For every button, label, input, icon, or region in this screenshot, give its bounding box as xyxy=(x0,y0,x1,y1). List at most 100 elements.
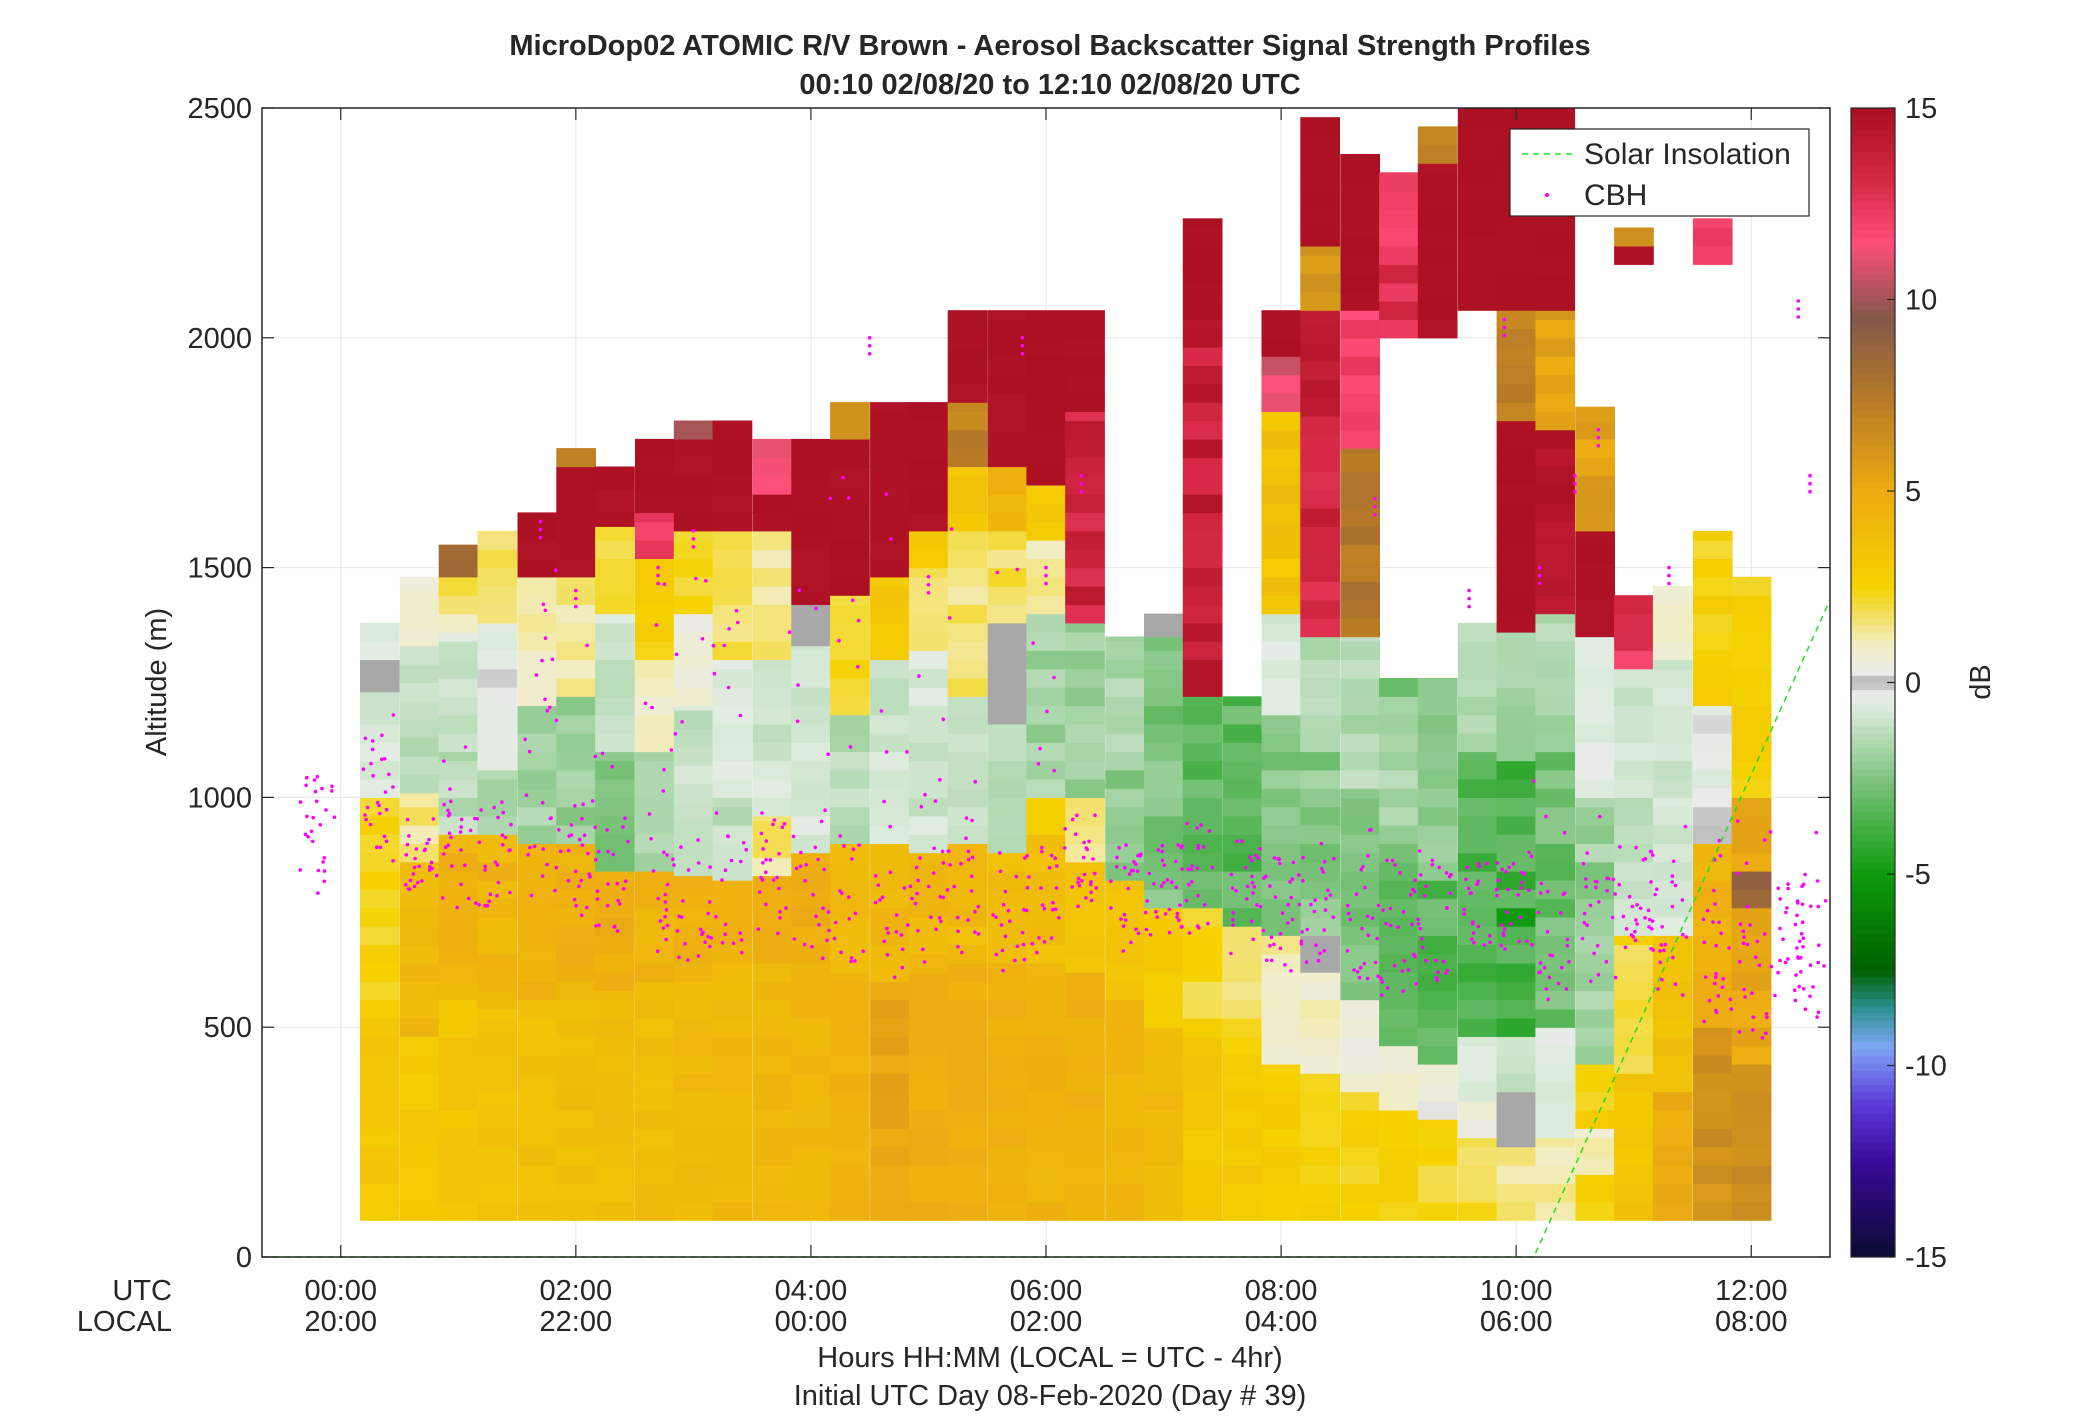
cbh-point xyxy=(1667,573,1671,578)
backscatter-cell xyxy=(712,549,753,569)
cbh-point xyxy=(1565,937,1570,942)
backscatter-cell xyxy=(1417,144,1458,164)
backscatter-cell xyxy=(517,733,558,753)
backscatter-cell xyxy=(870,1054,910,1074)
backscatter-cell xyxy=(360,673,400,693)
backscatter-cell xyxy=(1065,705,1105,725)
backscatter-cell xyxy=(635,1054,675,1074)
cbh-point xyxy=(777,852,781,856)
cbh-point xyxy=(900,947,905,951)
cbh-point xyxy=(1160,843,1165,848)
backscatter-cell xyxy=(712,622,753,642)
backscatter-cell xyxy=(1614,962,1654,982)
cbh-point xyxy=(1448,891,1453,896)
colorbar-segment xyxy=(1851,790,1895,798)
backscatter-cell xyxy=(1300,916,1340,936)
backscatter-cell xyxy=(1261,898,1302,918)
cbh-point xyxy=(1769,964,1774,969)
backscatter-cell xyxy=(752,512,793,532)
backscatter-cell xyxy=(1222,1165,1263,1185)
backscatter-cell xyxy=(712,659,753,670)
backscatter-cell xyxy=(595,696,635,716)
backscatter-cell xyxy=(595,1018,635,1037)
cbh-point xyxy=(429,860,434,865)
colorbar-segment xyxy=(1851,1005,1895,1014)
cbh-point xyxy=(1392,963,1397,968)
colorbar-segment xyxy=(1851,1142,1895,1150)
backscatter-cell xyxy=(752,838,793,858)
cbh-point xyxy=(677,955,681,959)
cbh-point xyxy=(959,861,963,866)
backscatter-cell xyxy=(1261,1008,1302,1028)
backscatter-cell xyxy=(635,1146,675,1166)
backscatter-cell xyxy=(1026,797,1067,817)
colorbar-segment xyxy=(1851,1156,1895,1165)
backscatter-cell xyxy=(1300,471,1340,491)
colorbar-segment xyxy=(1851,1185,1895,1193)
backscatter-cell xyxy=(1182,319,1223,330)
cbh-point xyxy=(960,950,964,955)
backscatter-cell xyxy=(908,834,949,854)
cbh-point xyxy=(1109,879,1113,883)
backscatter-cell xyxy=(595,870,635,881)
backscatter-cell xyxy=(399,792,440,808)
cbh-point xyxy=(1796,956,1801,960)
backscatter-cell xyxy=(1379,843,1419,863)
backscatter-cell xyxy=(1182,723,1223,743)
backscatter-cell xyxy=(830,880,870,900)
cbh-point xyxy=(1532,779,1536,783)
cbh-point xyxy=(1783,960,1788,965)
backscatter-cell xyxy=(1731,742,1772,762)
cbh-point xyxy=(1286,902,1290,907)
cbh-point xyxy=(1047,865,1052,870)
cbh-point xyxy=(446,843,451,847)
cbh-point xyxy=(1764,1031,1768,1036)
colorbar-segment xyxy=(1851,1178,1895,1186)
backscatter-cell xyxy=(360,870,400,890)
cbh-point xyxy=(1297,902,1302,907)
colorbar-segment xyxy=(1851,581,1895,590)
cbh-point xyxy=(587,872,592,876)
backscatter-cell xyxy=(360,1109,400,1129)
cbh-point xyxy=(691,545,696,549)
backscatter-cell xyxy=(908,1146,949,1166)
backscatter-cell xyxy=(712,438,753,458)
backscatter-cell xyxy=(791,586,831,605)
backscatter-cell xyxy=(1575,1027,1615,1047)
backscatter-cell xyxy=(1417,319,1458,339)
backscatter-cell xyxy=(830,503,870,523)
cbh-point xyxy=(1743,995,1747,999)
backscatter-cell xyxy=(1065,898,1105,918)
backscatter-cell xyxy=(1340,714,1380,734)
backscatter-cell xyxy=(752,1109,793,1129)
cbh-point xyxy=(404,853,409,857)
cbh-point xyxy=(1053,907,1058,911)
cbh-point xyxy=(1001,902,1006,907)
backscatter-cell xyxy=(1652,760,1693,780)
cbh-point xyxy=(1410,922,1414,927)
colorbar-segment xyxy=(1851,337,1895,346)
backscatter-cell xyxy=(1731,595,1772,615)
backscatter-cell xyxy=(908,1165,949,1185)
cbh-point xyxy=(330,784,334,789)
backscatter-cell xyxy=(673,438,714,458)
backscatter-cell xyxy=(1182,1054,1223,1074)
cbh-point xyxy=(1357,975,1362,980)
backscatter-cell xyxy=(1379,825,1419,844)
backscatter-cell xyxy=(1065,760,1105,780)
backscatter-cell xyxy=(1457,834,1498,854)
cbh-point xyxy=(459,848,463,852)
cbh-point xyxy=(313,789,318,794)
backscatter-cell xyxy=(1105,1054,1145,1074)
cbh-point xyxy=(1477,861,1481,866)
backscatter-cell xyxy=(1144,852,1184,872)
backscatter-cell xyxy=(595,779,635,798)
backscatter-cell xyxy=(517,962,558,982)
backscatter-cell xyxy=(947,962,988,982)
cbh-point xyxy=(1073,832,1078,836)
backscatter-cell xyxy=(870,540,910,559)
backscatter-cell xyxy=(1652,641,1693,661)
cbh-point xyxy=(1793,988,1797,992)
cbh-point xyxy=(1593,879,1598,884)
cbh-point xyxy=(538,519,543,524)
